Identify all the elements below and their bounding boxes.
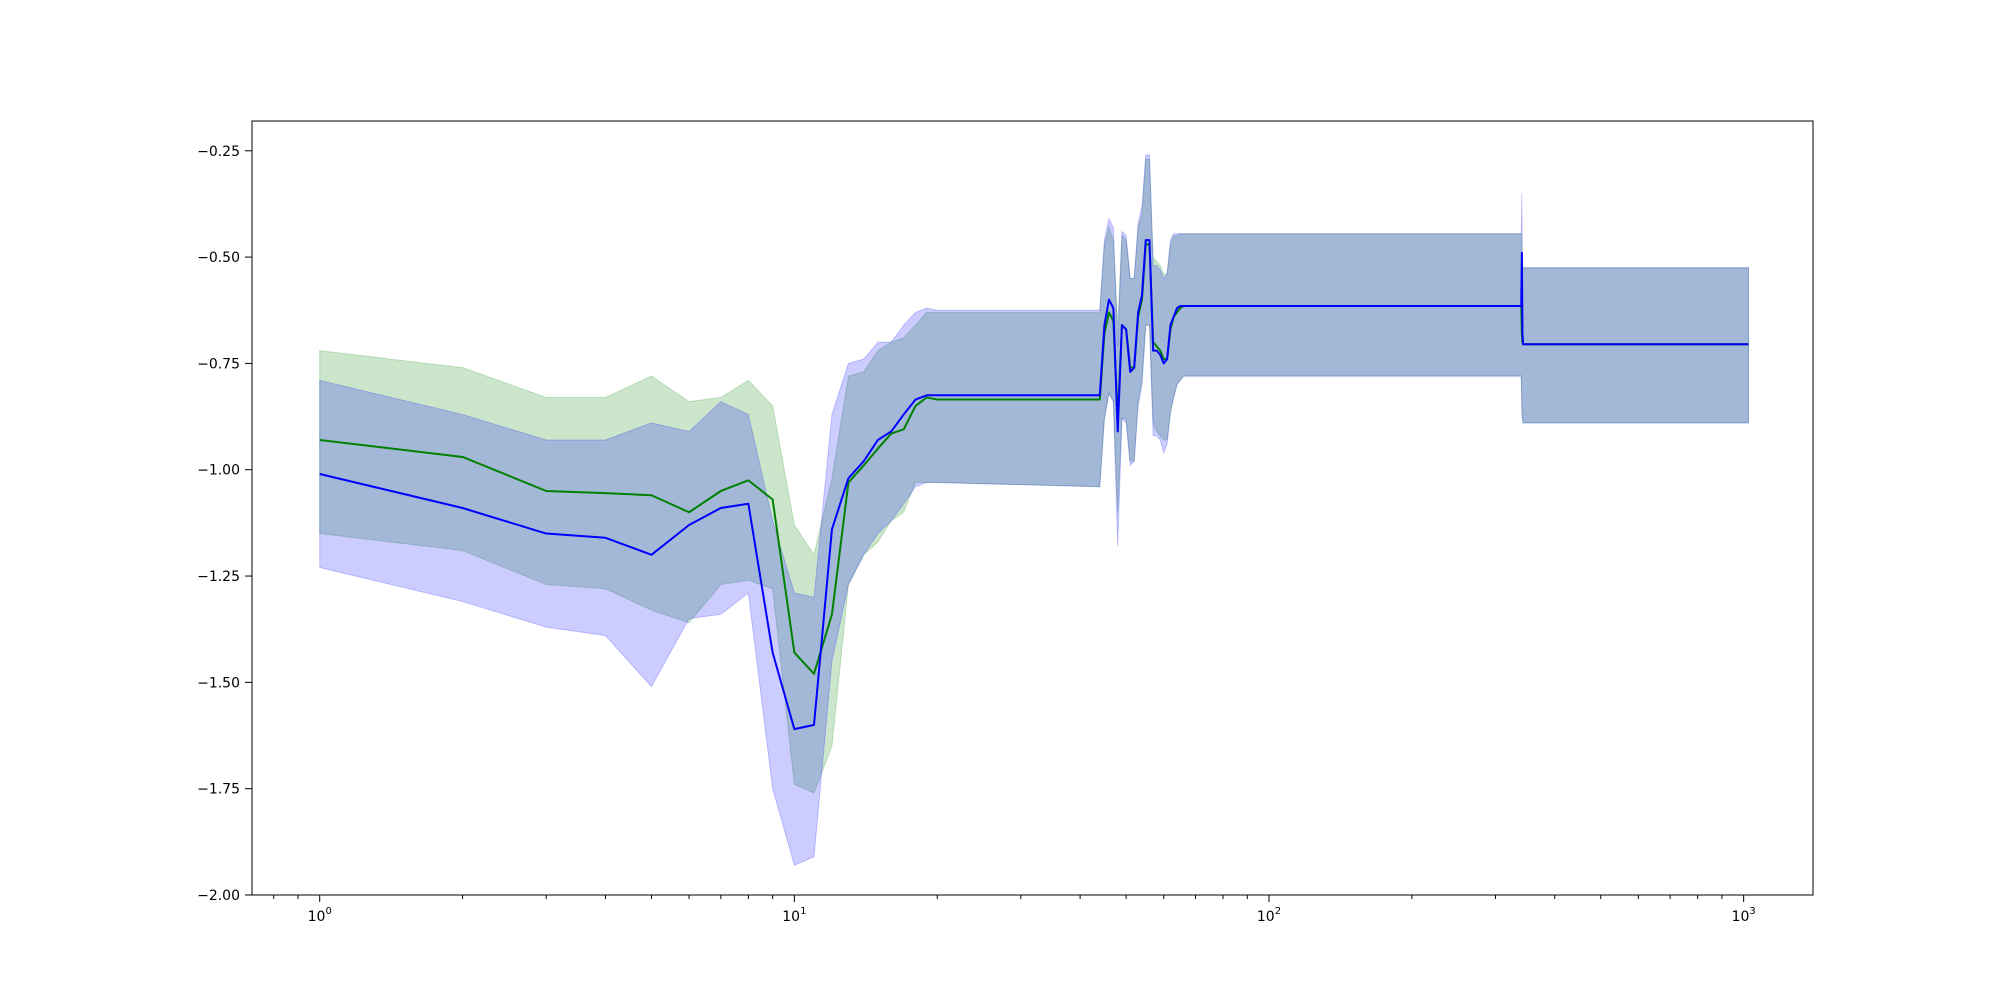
series-lines (319, 239, 1749, 731)
y-tick-label: −0.50 (197, 250, 240, 266)
y-tick-label: −1.75 (197, 782, 240, 798)
confidence-bands (319, 154, 1750, 866)
series-1-band (319, 154, 1750, 866)
x-axis: 100 101 102 103 (273, 895, 1756, 925)
series-0-band (319, 158, 1750, 794)
x-tick-label: 102 (1257, 906, 1281, 925)
x-tick-label: 101 (782, 906, 806, 925)
x-tick-label: 103 (1732, 906, 1756, 925)
y-tick-label: −0.75 (197, 356, 240, 372)
series-1-line (319, 239, 1749, 731)
y-tick-label: −1.25 (197, 569, 240, 585)
y-tick-label: −0.25 (197, 144, 240, 160)
y-tick-label: −1.00 (197, 463, 240, 479)
axes-frame (251, 120, 1814, 896)
y-tick-label: −2.00 (197, 888, 240, 904)
x-tick-label: 100 (308, 906, 332, 925)
y-axis: −0.25 −0.50 −0.75 −1.00 −1.25 −1.50 −1.75 −2.00 (197, 144, 252, 904)
y-tick-label: −1.50 (197, 675, 240, 691)
